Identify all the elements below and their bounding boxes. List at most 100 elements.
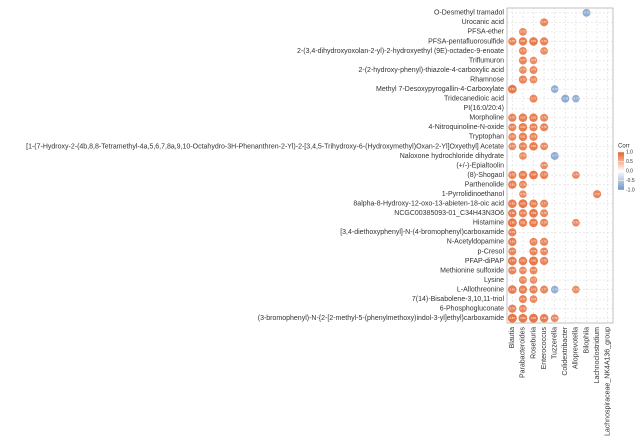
corr-dot (550, 85, 559, 93)
corr-dot (572, 171, 580, 179)
row-label: PI(16:0/20:4) (464, 105, 504, 112)
row-label: 6-Phosphogluconate (440, 306, 504, 313)
corr-label: 0.77 (531, 96, 537, 100)
column-label: Tuzzerella (552, 327, 559, 359)
corr-dot (507, 218, 517, 228)
row-label: (+/-)-Epialtoolin (456, 162, 504, 169)
corr-dot (508, 247, 517, 256)
corr-label: -0.73 (573, 96, 579, 100)
corr-dot (518, 304, 527, 313)
corr-label: 0.73 (573, 287, 579, 291)
corr-label: 0.87 (510, 316, 516, 320)
corr-label: -0.78 (562, 96, 568, 100)
row-label: Histamine (473, 220, 504, 227)
column-label: Lachnospiraceae_NK4A136_group (605, 327, 612, 436)
corr-dot (529, 113, 538, 122)
corr-dot (529, 132, 538, 141)
corr-label: 0.82 (520, 173, 526, 177)
corr-dot (529, 218, 538, 228)
corr-label: 0.79 (520, 77, 526, 81)
corr-dot (518, 285, 528, 294)
row-label: Parthenolide (465, 181, 504, 188)
corr-dot (529, 94, 538, 103)
corr-label: 0.79 (510, 230, 516, 234)
corr-label: 0.83 (531, 220, 537, 224)
corr-dot (508, 142, 517, 151)
row-label: Methionine sulfoxide (440, 267, 504, 274)
corr-dot (529, 237, 538, 246)
corr-label: 0.76 (542, 115, 548, 119)
corr-label: 0.84 (531, 173, 537, 177)
corr-dot (529, 56, 538, 65)
corr-label: 0.79 (520, 144, 526, 148)
corr-dot (519, 152, 527, 160)
corr-dot (518, 142, 528, 151)
corr-dot (518, 170, 528, 180)
corr-dot (508, 37, 517, 46)
corr-label: 0.84 (520, 316, 526, 320)
corr-dot (540, 285, 549, 294)
corr-label: 0.77 (542, 287, 548, 291)
corr-dot (550, 285, 559, 294)
corr-label: 0.75 (531, 77, 537, 81)
corr-dot (507, 84, 517, 94)
corr-dot (540, 142, 548, 151)
corr-label: 0.86 (510, 220, 516, 224)
corr-label: 0.74 (520, 268, 526, 272)
corr-label: 0.83 (520, 125, 526, 129)
corr-label: 0.81 (510, 182, 516, 186)
corr-label: 0.86 (531, 316, 537, 320)
corr-dot (518, 123, 528, 132)
corr-label: 0.78 (510, 39, 516, 43)
corr-label: 0.78 (531, 135, 537, 139)
row-label: [1-(7-Hydroxy-2-(4b,8,8-Tetramethyl-4a,5… (26, 143, 504, 150)
row-label: p-Cresol (478, 248, 505, 255)
corr-dot (540, 218, 549, 227)
corr-dot (519, 266, 527, 275)
corr-label: 0.77 (542, 201, 548, 205)
corr-dot (529, 123, 538, 132)
corr-dot (508, 123, 517, 132)
corr-dot (529, 66, 538, 74)
corr-label: 0.82 (531, 144, 537, 148)
corr-dot (540, 247, 549, 256)
corr-dot (529, 208, 538, 218)
corr-dot (529, 170, 538, 180)
corr-label: 0.76 (510, 135, 516, 139)
corr-label: 0.86 (531, 259, 537, 263)
corr-dot (518, 132, 528, 142)
row-label: Morpholine (469, 115, 504, 122)
corr-dot (550, 314, 559, 323)
corr-dot (572, 285, 580, 294)
corr-label: 0.79 (520, 211, 526, 215)
corr-label: 0.84 (510, 259, 516, 263)
corr-dot (507, 285, 517, 294)
row-label: 8alpha-8-Hydroxy-12-oxo-13-abieten-18-oi… (353, 201, 504, 208)
corr-dot (519, 190, 527, 198)
corr-dot (572, 218, 580, 227)
corr-label: 0.79 (531, 125, 537, 129)
column-label: Lachnoclostridium (594, 327, 601, 384)
corr-dot (539, 313, 549, 323)
corr-label: 0.78 (510, 268, 516, 272)
corr-dot (508, 170, 517, 180)
corr-label: 0.74 (510, 144, 516, 148)
corr-label: 0.74 (573, 173, 579, 177)
corr-dot (518, 313, 528, 323)
corr-label: 0.77 (510, 125, 516, 129)
corr-label: -0.76 (584, 10, 590, 14)
corr-label: 0.79 (531, 249, 537, 253)
corr-dot (508, 266, 517, 275)
row-label: 2-(2-hydroxy-phenyl)-thiazole-4-carboxyl… (359, 67, 505, 74)
corr-label: 0.83 (510, 201, 516, 205)
row-label: [3,4-diethoxyphenyl]-N-(4-bromophenyl)ca… (340, 229, 504, 236)
corr-dot (518, 75, 528, 84)
corr-label: 0.78 (542, 220, 548, 224)
corr-label: 0.74 (520, 154, 526, 158)
column-label: Roseburia (530, 327, 537, 359)
row-label: Tryptophan (469, 134, 504, 141)
row-label: 2-(3,4-dihydroxyoxolan-2-yl)-2-hydroxyet… (297, 48, 504, 55)
corr-dot (519, 27, 527, 36)
column-label: Enterococcus (541, 327, 548, 370)
